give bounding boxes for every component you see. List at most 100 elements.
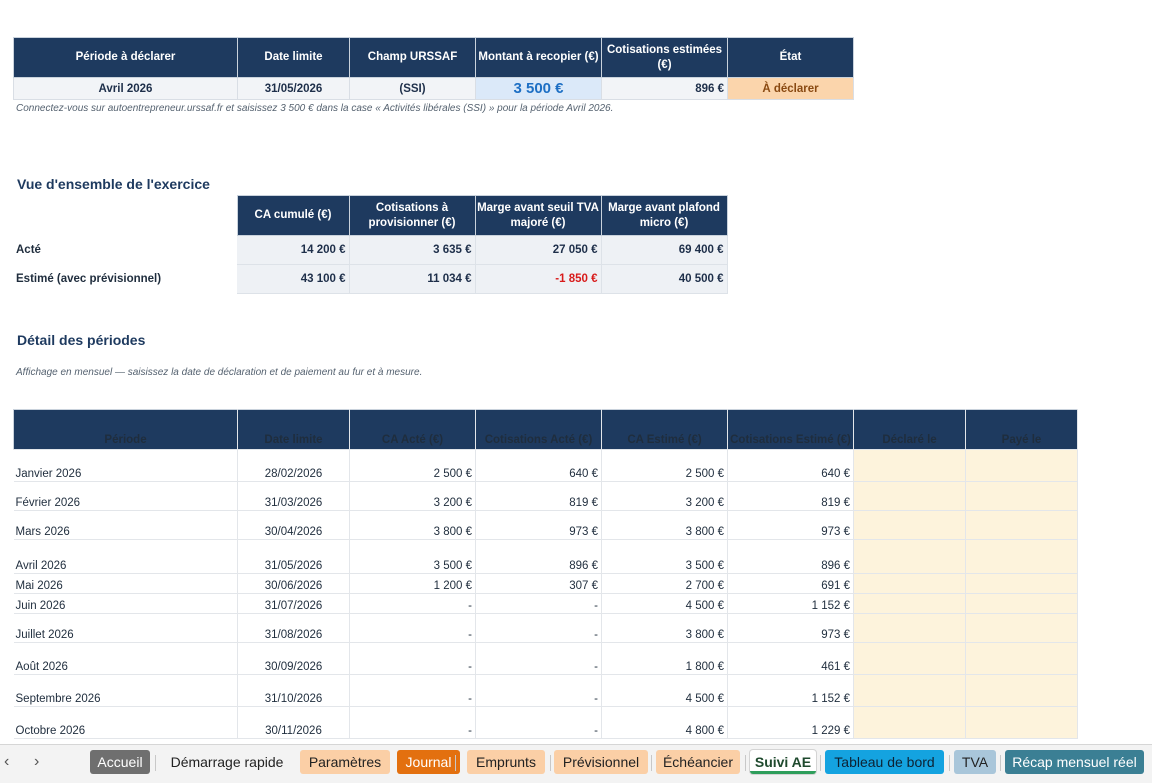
- period-ca-acte-cell[interactable]: -: [349, 593, 476, 614]
- period-ca-acte-cell[interactable]: -: [349, 642, 476, 675]
- period-paid-input[interactable]: [965, 706, 1078, 739]
- period-ca-estime-cell[interactable]: 3 200 €: [601, 481, 728, 511]
- period-name-cell[interactable]: Septembre 2026: [13, 674, 238, 707]
- period-ca-acte-cell[interactable]: -: [349, 674, 476, 707]
- period-declared-input[interactable]: [853, 573, 966, 594]
- period-cot-acte-cell[interactable]: -: [475, 593, 602, 614]
- period-name-cell[interactable]: Mars 2026: [13, 510, 238, 540]
- sheet-tab-echeancier[interactable]: Échéancier: [656, 750, 740, 774]
- sheet-tab-tableau-de-bord[interactable]: Tableau de bord: [825, 750, 944, 774]
- period-paid-input[interactable]: [965, 674, 1078, 707]
- overview-cell-negative[interactable]: -1 850 €: [475, 264, 602, 294]
- spreadsheet-grid[interactable]: Période à déclarer Date limite Champ URS…: [0, 0, 1152, 744]
- period-cot-estime-cell[interactable]: 1 152 €: [727, 674, 854, 707]
- period-ca-acte-cell[interactable]: 3 500 €: [349, 539, 476, 574]
- sheet-tab-accueil[interactable]: Accueil: [90, 750, 150, 774]
- period-ca-estime-cell[interactable]: 2 500 €: [601, 449, 728, 482]
- period-name-cell[interactable]: Octobre 2026: [13, 706, 238, 739]
- period-deadline-cell[interactable]: 31/07/2026: [237, 593, 350, 614]
- period-deadline-cell[interactable]: 31/03/2026: [237, 481, 350, 511]
- period-cot-acte-cell[interactable]: 640 €: [475, 449, 602, 482]
- period-paid-input[interactable]: [965, 539, 1078, 574]
- period-cot-estime-cell[interactable]: 640 €: [727, 449, 854, 482]
- period-declared-input[interactable]: [853, 674, 966, 707]
- period-cot-acte-cell[interactable]: -: [475, 642, 602, 675]
- sheet-tab-parametres[interactable]: Paramètres: [300, 750, 390, 774]
- declaration-status-badge[interactable]: À déclarer: [727, 77, 854, 100]
- period-declared-input[interactable]: [853, 613, 966, 643]
- period-ca-estime-cell[interactable]: 4 500 €: [601, 593, 728, 614]
- period-ca-estime-cell[interactable]: 3 800 €: [601, 613, 728, 643]
- period-declared-input[interactable]: [853, 706, 966, 739]
- chevron-right-icon[interactable]: ›: [34, 753, 40, 770]
- period-declared-input[interactable]: [853, 642, 966, 675]
- period-ca-estime-cell[interactable]: 3 500 €: [601, 539, 728, 574]
- period-name-cell[interactable]: Janvier 2026: [13, 449, 238, 482]
- sheet-tab-suivi-ae[interactable]: Suivi AE: [750, 750, 816, 774]
- overview-cell[interactable]: 11 034 €: [349, 264, 476, 294]
- period-cot-estime-cell[interactable]: 896 €: [727, 539, 854, 574]
- period-name-cell[interactable]: Mai 2026: [13, 573, 238, 594]
- period-ca-acte-cell[interactable]: -: [349, 706, 476, 739]
- period-name-cell[interactable]: Avril 2026: [13, 539, 238, 574]
- period-ca-estime-cell[interactable]: 4 800 €: [601, 706, 728, 739]
- chevron-left-icon[interactable]: ‹: [4, 753, 10, 770]
- period-cot-acte-cell[interactable]: -: [475, 613, 602, 643]
- period-deadline-cell[interactable]: 31/08/2026: [237, 613, 350, 643]
- period-ca-acte-cell[interactable]: 1 200 €: [349, 573, 476, 594]
- period-deadline-cell[interactable]: 30/06/2026: [237, 573, 350, 594]
- overview-cell[interactable]: 40 500 €: [601, 264, 728, 294]
- declaration-contributions-cell[interactable]: 896 €: [601, 77, 728, 100]
- period-paid-input[interactable]: [965, 510, 1078, 540]
- sheet-tab-previsionnel[interactable]: Prévisionnel: [554, 750, 648, 774]
- overview-cell[interactable]: 3 635 €: [349, 235, 476, 265]
- period-paid-input[interactable]: [965, 593, 1078, 614]
- period-deadline-cell[interactable]: 30/04/2026: [237, 510, 350, 540]
- period-deadline-cell[interactable]: 31/05/2026: [237, 539, 350, 574]
- period-declared-input[interactable]: [853, 593, 966, 614]
- period-deadline-cell[interactable]: 30/11/2026: [237, 706, 350, 739]
- overview-cell[interactable]: 69 400 €: [601, 235, 728, 265]
- period-ca-acte-cell[interactable]: 3 800 €: [349, 510, 476, 540]
- period-cot-estime-cell[interactable]: 973 €: [727, 510, 854, 540]
- sheet-tab-emprunts[interactable]: Emprunts: [467, 750, 545, 774]
- period-cot-acte-cell[interactable]: 896 €: [475, 539, 602, 574]
- period-ca-estime-cell[interactable]: 2 700 €: [601, 573, 728, 594]
- period-name-cell[interactable]: Juillet 2026: [13, 613, 238, 643]
- declaration-amount-cell[interactable]: 3 500 €: [475, 77, 602, 100]
- overview-cell[interactable]: 14 200 €: [237, 235, 350, 265]
- period-cot-acte-cell[interactable]: -: [475, 674, 602, 707]
- period-cot-acte-cell[interactable]: -: [475, 706, 602, 739]
- sheet-tab-recap-mensuel-reel[interactable]: Récap mensuel réel: [1005, 750, 1144, 774]
- period-paid-input[interactable]: [965, 481, 1078, 511]
- period-name-cell[interactable]: Août 2026: [13, 642, 238, 675]
- sheet-tab-journal[interactable]: Journal: [397, 750, 460, 774]
- period-cot-acte-cell[interactable]: 973 €: [475, 510, 602, 540]
- period-declared-input[interactable]: [853, 449, 966, 482]
- period-ca-estime-cell[interactable]: 4 500 €: [601, 674, 728, 707]
- period-ca-estime-cell[interactable]: 3 800 €: [601, 510, 728, 540]
- period-name-cell[interactable]: Février 2026: [13, 481, 238, 511]
- period-deadline-cell[interactable]: 31/10/2026: [237, 674, 350, 707]
- period-cot-acte-cell[interactable]: 819 €: [475, 481, 602, 511]
- period-cot-estime-cell[interactable]: 819 €: [727, 481, 854, 511]
- period-paid-input[interactable]: [965, 573, 1078, 594]
- period-declared-input[interactable]: [853, 539, 966, 574]
- period-cot-estime-cell[interactable]: 1 152 €: [727, 593, 854, 614]
- period-name-cell[interactable]: Juin 2026: [13, 593, 238, 614]
- overview-cell[interactable]: 27 050 €: [475, 235, 602, 265]
- period-paid-input[interactable]: [965, 642, 1078, 675]
- declaration-deadline-cell[interactable]: 31/05/2026: [237, 77, 350, 100]
- period-declared-input[interactable]: [853, 481, 966, 511]
- declaration-period-cell[interactable]: Avril 2026: [13, 77, 238, 100]
- sheet-tab-tva[interactable]: TVA: [954, 750, 996, 774]
- period-ca-estime-cell[interactable]: 1 800 €: [601, 642, 728, 675]
- period-ca-acte-cell[interactable]: 3 200 €: [349, 481, 476, 511]
- overview-cell[interactable]: 43 100 €: [237, 264, 350, 294]
- period-cot-estime-cell[interactable]: 1 229 €: [727, 706, 854, 739]
- declaration-field-cell[interactable]: (SSI): [349, 77, 476, 100]
- period-deadline-cell[interactable]: 30/09/2026: [237, 642, 350, 675]
- period-declared-input[interactable]: [853, 510, 966, 540]
- period-paid-input[interactable]: [965, 449, 1078, 482]
- period-ca-acte-cell[interactable]: -: [349, 613, 476, 643]
